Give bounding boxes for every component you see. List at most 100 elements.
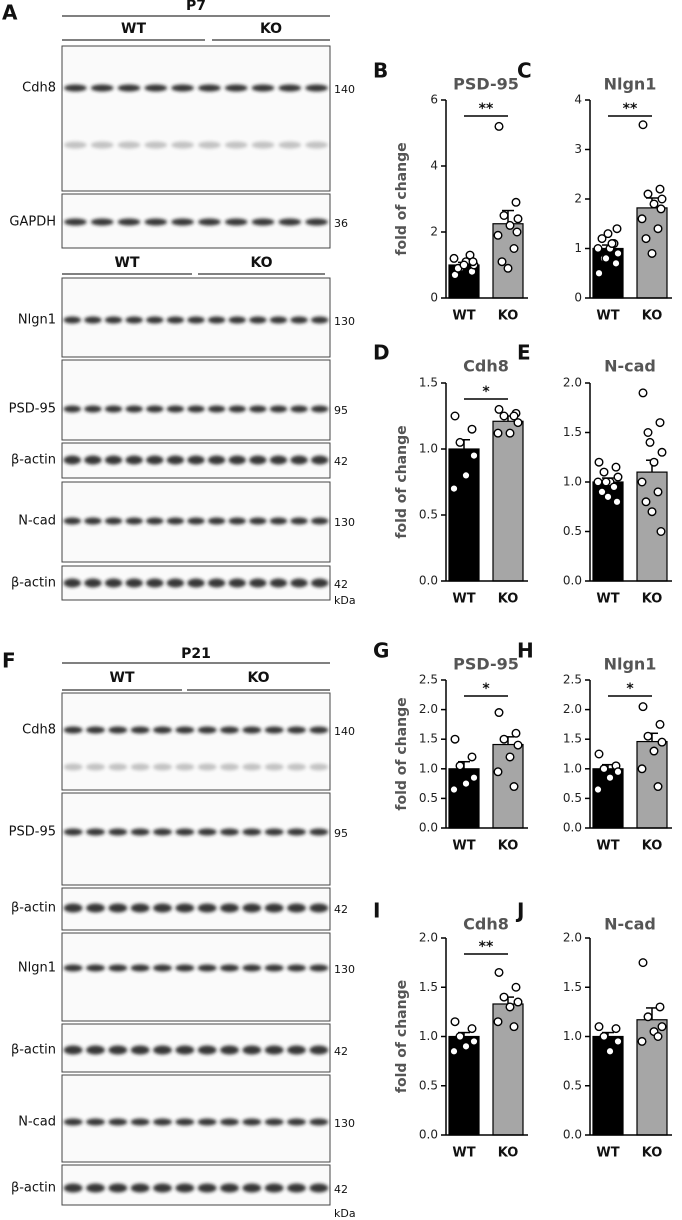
panel-letter: I bbox=[373, 899, 380, 923]
blot-band bbox=[166, 316, 185, 324]
blot-band bbox=[86, 964, 105, 972]
data-point bbox=[469, 1036, 479, 1046]
row-label: PSD-95 bbox=[9, 825, 56, 840]
data-point bbox=[655, 184, 665, 194]
blot-band bbox=[269, 517, 288, 525]
y-tick-label: 0.5 bbox=[419, 508, 438, 522]
blot-band bbox=[146, 517, 164, 525]
data-point bbox=[647, 507, 657, 517]
blot-band bbox=[220, 1045, 239, 1055]
blot-band bbox=[117, 218, 141, 226]
row-label: N-cad bbox=[18, 514, 56, 529]
blot-band bbox=[228, 405, 246, 413]
blot-band bbox=[207, 316, 226, 324]
y-tick-label: 2.5 bbox=[563, 673, 582, 687]
data-point bbox=[653, 224, 663, 234]
blot-band bbox=[187, 455, 205, 465]
blot-band bbox=[104, 578, 123, 588]
data-point bbox=[594, 1022, 604, 1032]
blot-band bbox=[290, 316, 308, 324]
x-tick-label: KO bbox=[498, 309, 519, 324]
blot-band bbox=[228, 578, 246, 588]
y-axis-label: fold of change bbox=[394, 697, 410, 810]
blot-band bbox=[104, 455, 123, 465]
data-point bbox=[455, 437, 465, 447]
blot-band bbox=[264, 763, 284, 771]
blot-band bbox=[153, 726, 172, 734]
blot-box bbox=[61, 45, 331, 192]
blot-band bbox=[242, 828, 262, 836]
y-tick-label: 1.5 bbox=[419, 732, 438, 746]
blot-band bbox=[171, 84, 194, 92]
y-tick-label: 0.0 bbox=[419, 574, 438, 588]
data-point bbox=[609, 482, 619, 492]
blot-band bbox=[104, 405, 123, 413]
panel-letter: H bbox=[517, 639, 534, 663]
data-point bbox=[612, 224, 622, 234]
chart-title: PSD-95 bbox=[453, 75, 519, 94]
blot-band bbox=[84, 405, 102, 413]
blot-band bbox=[153, 903, 172, 913]
blot-band bbox=[84, 517, 102, 525]
blot-band bbox=[146, 316, 164, 324]
data-point bbox=[493, 767, 503, 777]
blot-band bbox=[197, 1183, 217, 1193]
unit-label: kDa bbox=[334, 1207, 356, 1220]
marker-label: 42 bbox=[334, 1045, 348, 1058]
y-tick-label: 2.0 bbox=[563, 376, 582, 390]
y-tick-label: 0.5 bbox=[419, 791, 438, 805]
blot-band bbox=[278, 84, 302, 92]
blot-band bbox=[309, 1118, 329, 1126]
row-label: GAPDH bbox=[9, 215, 56, 230]
data-point bbox=[493, 230, 503, 240]
blot-band bbox=[287, 726, 306, 734]
data-point bbox=[449, 484, 459, 494]
marker-label: 130 bbox=[334, 963, 355, 976]
blot-band bbox=[86, 828, 105, 836]
row-label: β-actin bbox=[11, 1181, 56, 1196]
data-point bbox=[645, 437, 655, 447]
row-label: β-actin bbox=[11, 901, 56, 916]
blot-band bbox=[63, 1118, 83, 1126]
blot-band bbox=[86, 763, 105, 771]
blot-band bbox=[175, 903, 195, 913]
y-axis-label: fold of change bbox=[394, 425, 410, 538]
blot-band bbox=[108, 903, 128, 913]
data-point bbox=[599, 764, 609, 774]
blot-band bbox=[197, 1118, 217, 1126]
blot-band bbox=[242, 763, 262, 771]
data-point bbox=[647, 248, 657, 258]
blot-band bbox=[198, 84, 221, 92]
y-tick-label: 1.0 bbox=[419, 442, 438, 456]
blot-box bbox=[61, 792, 331, 886]
blot-band bbox=[108, 763, 128, 771]
significance-label: * bbox=[626, 681, 634, 697]
blot-band bbox=[309, 903, 329, 913]
y-tick-label: 2.5 bbox=[419, 673, 438, 687]
blot-band bbox=[242, 1118, 262, 1126]
blot-band bbox=[63, 763, 83, 771]
blot-box bbox=[61, 1164, 331, 1206]
data-point bbox=[499, 992, 509, 1002]
blot-band bbox=[187, 517, 205, 525]
blot-band bbox=[290, 455, 308, 465]
data-point bbox=[656, 204, 666, 214]
blot-band bbox=[130, 964, 150, 972]
marker-label: 140 bbox=[334, 725, 355, 738]
data-point bbox=[638, 702, 648, 712]
blot-band bbox=[249, 517, 267, 525]
blot-band bbox=[242, 726, 262, 734]
blot-band bbox=[311, 316, 329, 324]
y-tick-label: 1.0 bbox=[419, 1029, 438, 1043]
blot-band bbox=[84, 455, 102, 465]
significance-label: ** bbox=[623, 101, 638, 117]
data-point bbox=[497, 257, 507, 267]
blot-band bbox=[198, 218, 221, 226]
marker-label: 42 bbox=[334, 578, 348, 591]
data-point bbox=[641, 234, 651, 244]
panel-letter: C bbox=[517, 59, 532, 83]
blot-band bbox=[90, 84, 114, 92]
blot-band bbox=[251, 84, 275, 92]
data-point bbox=[643, 428, 653, 438]
data-point bbox=[461, 779, 471, 789]
